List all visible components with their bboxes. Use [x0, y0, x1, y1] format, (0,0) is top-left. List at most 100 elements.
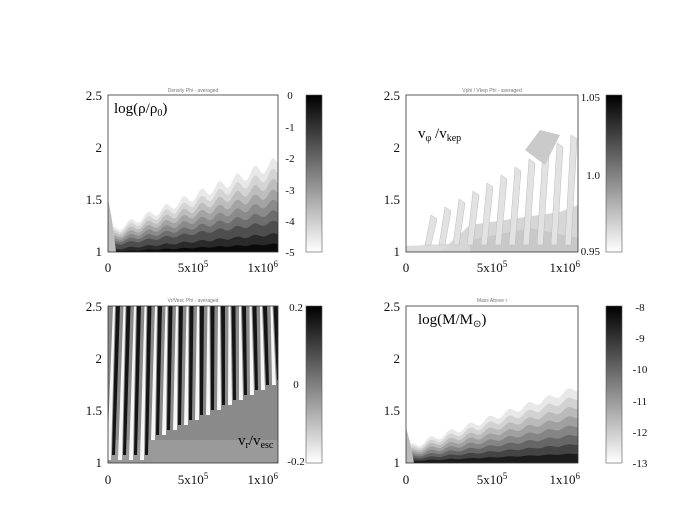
mass-x-tick: 5x105: [477, 471, 508, 487]
vr-colorbar-tick: -0.2: [287, 456, 304, 468]
vr-contour-stripe-dark: [123, 306, 131, 455]
vphi-contour-streak: [438, 206, 452, 246]
density-colorbar-tick: -1: [285, 122, 294, 134]
density-quantity-label: log(ρ/ρ0): [114, 101, 167, 119]
vphi-y-tick: 2.5: [384, 88, 400, 103]
vr-contour-stripe-light: [108, 306, 115, 460]
vphi-colorbar-tick: 1.05: [581, 92, 601, 104]
mass-colorbar-scale: [605, 305, 623, 464]
vphi-colorbar: 1.05 1.0 0.95: [581, 92, 623, 258]
vphi-contour-streak: [522, 158, 536, 246]
mass-y-tick: 2.5: [384, 299, 400, 314]
vr-contour-stripe-dark: [167, 306, 173, 430]
mass-colorbar-tick: -10: [633, 364, 648, 376]
vphi-colorbar-tick: 0.95: [581, 246, 601, 258]
mass-x-tick: 1x106: [550, 471, 581, 487]
mass-y-tick: 1: [394, 455, 401, 470]
vr-contour-stripe-dark: [263, 306, 269, 385]
vphi-x-axis: 0 5x105 1x106: [403, 259, 581, 275]
vr-colorbar-tick: 0.2: [289, 302, 303, 314]
vphi-y-axis: 1 1.5 2 2.5: [384, 88, 400, 259]
vr-contour-stripe-dark: [273, 306, 278, 380]
mass-field: [406, 306, 578, 463]
vphi-contour-streak: [466, 190, 480, 246]
density-colorbar-tick: -2: [285, 153, 294, 165]
vphi-contour-streak: [424, 214, 438, 246]
vr-contour-floor: [108, 440, 278, 463]
vr-contour-stripe-dark: [200, 306, 204, 415]
vr-contour-stripe-light: [217, 306, 221, 410]
density-colorbar-scale: [305, 94, 323, 253]
density-contour-band: [108, 200, 116, 252]
vr-contour-stripe-light: [228, 306, 232, 405]
vr-contour-stripe-light: [129, 306, 136, 460]
mass-panel: Mass Above r log(M/M⊙) 1 1.5 2 2.5 0 5x1…: [384, 298, 648, 487]
density-y-tick: 2: [96, 140, 103, 155]
vr-contour-stripe-dark: [231, 306, 236, 400]
vr-y-tick: 2: [96, 351, 103, 366]
vphi-colorbar-scale: [605, 94, 623, 253]
vr-contour-stripe-dark: [210, 306, 215, 410]
vphi-x-tick: 0: [403, 260, 410, 275]
vr-contour-stripes: [108, 306, 278, 463]
mass-colorbar-tick: -9: [635, 333, 645, 345]
mass-contour-bands: [406, 388, 578, 463]
vphi-contour-streak: [525, 130, 560, 165]
density-y-tick: 2.5: [86, 88, 102, 103]
density-colorbar-tick: -5: [285, 247, 295, 259]
vr-panel: Vr/Vesc Phi - averaged vr/vesc 1 1.5 2 2…: [86, 298, 323, 487]
vr-contour-stripe-dark: [242, 306, 247, 395]
vr-contour-stripe-dark: [145, 306, 152, 455]
density-colorbar: 0 -1 -2 -3 -4 -5: [285, 90, 323, 259]
vr-contour-stripe-light: [239, 306, 243, 400]
vphi-field: [406, 95, 578, 252]
vphi-contour-streak: [452, 198, 466, 246]
mass-title: Mass Above r: [477, 298, 508, 304]
vr-contour-stripe-light: [270, 306, 276, 385]
density-x-tick: 5x105: [178, 259, 209, 275]
vr-colorbar: 0.2 0 -0.2: [287, 302, 323, 468]
vr-title: Vr/Vesc Phi - averaged: [168, 298, 219, 304]
vr-colorbar-tick: 0: [293, 379, 299, 391]
density-x-tick: 0: [105, 260, 112, 275]
density-y-tick: 1.5: [86, 192, 102, 207]
vphi-plot-frame: [405, 94, 579, 253]
mass-x-tick: 0: [403, 472, 410, 487]
vphi-quantity-label: vφ /vkep: [418, 126, 461, 144]
vr-contour-stripe-light: [151, 306, 157, 440]
vr-plot-frame: [107, 305, 279, 464]
vphi-contour-streak: [494, 174, 508, 246]
vr-contour-stripe-light: [195, 306, 199, 420]
vr-y-axis: 1 1.5 2 2.5: [86, 299, 102, 470]
mass-colorbar-tick: -11: [633, 396, 647, 408]
vphi-x-tick: 1x106: [550, 259, 581, 275]
vphi-y-tick: 1: [394, 244, 401, 259]
vr-y-tick: 1: [96, 455, 103, 470]
mass-x-axis: 0 5x105 1x106: [403, 471, 581, 487]
vr-x-axis: 0 5x105 1x106: [105, 471, 279, 487]
mass-contour-band: [406, 428, 414, 463]
density-title: Density Phi - averaged: [168, 88, 219, 94]
mass-y-tick: 2: [394, 351, 401, 366]
mass-colorbar-tick: -8: [635, 302, 645, 314]
density-panel: Density Phi - averaged log(ρ/ρ0) 1 1.5 2…: [86, 88, 323, 275]
vr-x-tick: 5x105: [178, 471, 209, 487]
mass-y-tick: 1.5: [384, 403, 400, 418]
vphi-title: Vphi / Vkep Phi - averaged: [462, 88, 522, 94]
mass-colorbar: -8 -9 -10 -11 -12 -13: [605, 302, 648, 470]
vr-contour-stripe-light: [173, 306, 178, 430]
vr-contour-stripe-dark: [221, 306, 225, 405]
vphi-contour-streak: [564, 134, 578, 246]
vphi-contour-streak: [550, 142, 564, 246]
vr-contour-stripe-light: [140, 306, 147, 460]
mass-plot-frame: [405, 305, 579, 464]
density-y-tick: 1: [96, 244, 103, 259]
density-colorbar-tick: -3: [285, 185, 295, 197]
vphi-contour-streak: [480, 182, 494, 246]
density-colorbar-tick: -4: [285, 216, 295, 228]
vr-x-tick: 1x106: [248, 471, 279, 487]
vr-contour-stripe-light: [118, 306, 126, 460]
vr-field: [108, 306, 278, 463]
density-y-axis: 1 1.5 2 2.5: [86, 88, 102, 259]
vr-contour-stripe-dark: [252, 306, 258, 390]
